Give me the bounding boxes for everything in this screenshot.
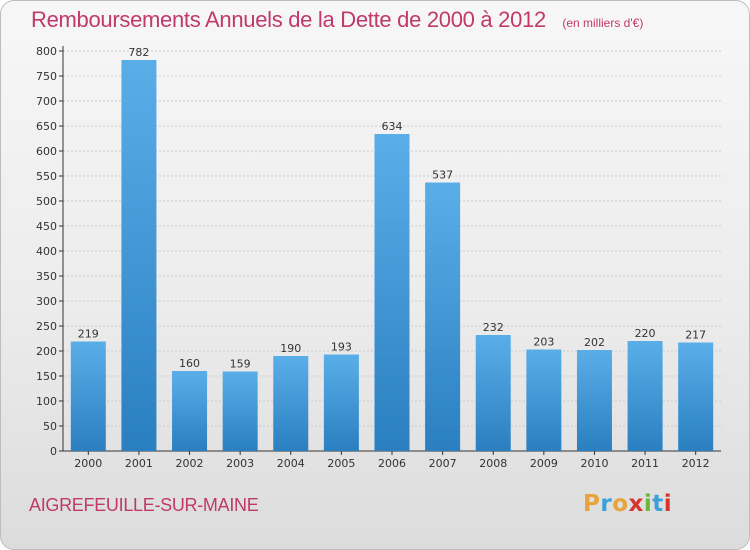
logo-letter: i [643, 491, 653, 517]
bar [425, 182, 461, 451]
x-tick-label: 2008 [479, 457, 507, 470]
y-tick-label: 250 [36, 320, 57, 333]
y-tick-label: 650 [36, 120, 57, 133]
chart-title: Remboursements Annuels de la Dette de 20… [31, 7, 546, 32]
bar [475, 335, 511, 451]
x-tick-label: 2000 [74, 457, 102, 470]
bar [172, 371, 208, 451]
bar [121, 60, 157, 451]
commune-name: AIGREFEUILLE-SUR-MAINE [29, 495, 259, 515]
y-tick-label: 0 [50, 445, 57, 458]
bar-value-label: 232 [483, 321, 504, 334]
bar-value-label: 202 [584, 336, 605, 349]
y-tick-label: 700 [36, 95, 57, 108]
bar-value-label: 193 [331, 341, 352, 354]
bar [678, 342, 714, 451]
y-tick-label: 800 [36, 45, 57, 58]
bar-value-label: 160 [179, 357, 200, 370]
logo-letter: t [652, 491, 664, 517]
x-tick-label: 2002 [176, 457, 204, 470]
bar [627, 341, 663, 451]
y-tick-label: 600 [36, 145, 57, 158]
y-tick-label: 300 [36, 295, 57, 308]
y-tick-label: 450 [36, 220, 57, 233]
bar-value-label: 537 [432, 169, 453, 182]
bar-value-label: 159 [230, 358, 251, 371]
bar-value-label: 634 [382, 120, 403, 133]
x-tick-label: 2007 [429, 457, 457, 470]
x-tick-label: 2012 [682, 457, 710, 470]
y-tick-label: 100 [36, 395, 57, 408]
bar [374, 134, 410, 451]
x-tick-label: 2010 [580, 457, 608, 470]
bar-value-label: 217 [685, 329, 706, 342]
proxiti-logo: Proxiti [583, 491, 672, 517]
title-row: Remboursements Annuels de la Dette de 20… [31, 7, 643, 33]
x-tick-label: 2011 [631, 457, 659, 470]
x-tick-label: 2001 [125, 457, 153, 470]
x-tick-label: 2005 [327, 457, 355, 470]
logo-letter: o [612, 491, 629, 517]
logo-letter: x [628, 491, 644, 517]
bar-value-label: 220 [635, 327, 656, 340]
bar [70, 341, 106, 451]
y-tick-label: 500 [36, 195, 57, 208]
y-tick-label: 350 [36, 270, 57, 283]
bar-value-label: 782 [128, 46, 149, 59]
logo-letter: P [583, 491, 601, 517]
bar [526, 349, 562, 451]
y-tick-label: 550 [36, 170, 57, 183]
x-tick-label: 2009 [530, 457, 558, 470]
chart-unit: (en milliers d'€) [562, 16, 644, 30]
y-tick-label: 150 [36, 370, 57, 383]
bar [222, 371, 258, 451]
bar-value-label: 190 [280, 342, 301, 355]
x-tick-label: 2004 [277, 457, 305, 470]
y-tick-label: 50 [43, 420, 57, 433]
logo-letter: i [663, 491, 673, 517]
bar-value-label: 203 [533, 336, 554, 349]
y-tick-label: 750 [36, 70, 57, 83]
y-tick-label: 200 [36, 345, 57, 358]
x-tick-label: 2006 [378, 457, 406, 470]
bar [273, 356, 309, 451]
bar [323, 354, 359, 451]
bar-value-label: 219 [78, 328, 99, 341]
bar [576, 350, 612, 451]
logo-letter: r [600, 491, 613, 517]
x-tick-label: 2003 [226, 457, 254, 470]
y-tick-label: 400 [36, 245, 57, 258]
